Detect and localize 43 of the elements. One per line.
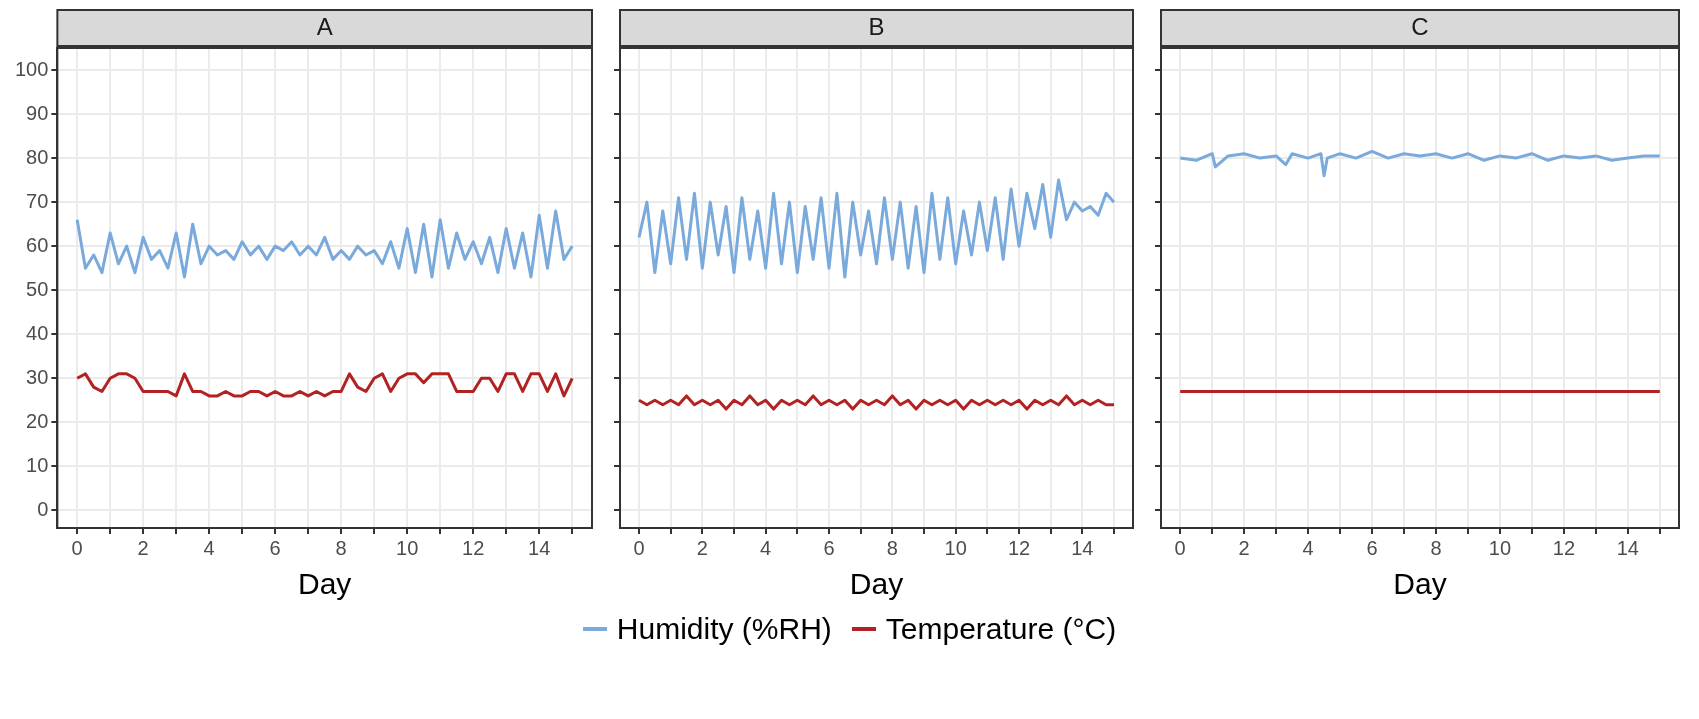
x-tick-label: 4	[203, 536, 215, 559]
y-tick-label: 30	[26, 365, 49, 388]
x-tick-label: 4	[760, 536, 772, 559]
x-tick-label: 0	[1174, 536, 1186, 559]
x-axis-title: Day	[298, 567, 352, 601]
chart-title: A	[316, 12, 333, 40]
x-tick-label: 2	[1238, 536, 1250, 559]
x-tick-label: 12	[1007, 536, 1031, 559]
x-tick-label: 6	[1366, 536, 1378, 559]
x-tick-label: 14	[528, 536, 551, 559]
x-tick-label: 10	[396, 536, 419, 559]
y-tick-label: 20	[26, 409, 49, 432]
y-tick-label: 10	[26, 453, 49, 476]
y-tick-label: 80	[26, 145, 49, 168]
y-tick-label: 0	[37, 497, 49, 520]
y-tick-label: 100	[14, 57, 49, 80]
x-tick-label: 2	[696, 536, 708, 559]
x-tick-label: 10	[1488, 536, 1512, 559]
chart-title: B	[868, 12, 885, 40]
x-tick-label: 8	[1430, 536, 1442, 559]
x-tick-label: 6	[823, 536, 835, 559]
x-axis-title: Day	[849, 567, 904, 601]
y-tick-label: 90	[26, 101, 49, 124]
x-tick-label: 6	[269, 536, 281, 559]
x-tick-label: 0	[633, 536, 645, 559]
y-tick-label: 40	[26, 321, 49, 344]
x-tick-label: 4	[1302, 536, 1314, 559]
x-tick-label: 8	[886, 536, 898, 559]
x-tick-label: 10	[944, 536, 967, 559]
x-tick-label: 8	[335, 536, 347, 559]
x-axis-title: Day	[1393, 567, 1447, 601]
x-tick-label: 2	[137, 536, 149, 559]
legend-label: Humidity (%RH)	[616, 612, 832, 646]
x-tick-label: 14	[1071, 536, 1094, 559]
x-tick-label: 12	[462, 536, 485, 559]
x-tick-label: 0	[71, 536, 83, 559]
y-tick-label: 70	[26, 189, 49, 212]
y-tick-label: 50	[26, 277, 49, 300]
x-tick-label: 12	[1552, 536, 1576, 559]
x-tick-label: 14	[1616, 536, 1639, 559]
chart-title: C	[1411, 12, 1429, 40]
y-tick-label: 60	[26, 233, 49, 256]
legend-label: Temperature (°C)	[885, 612, 1117, 646]
